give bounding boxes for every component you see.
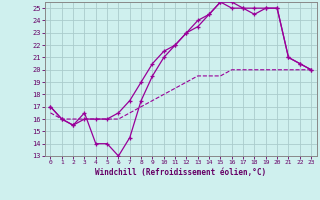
X-axis label: Windchill (Refroidissement éolien,°C): Windchill (Refroidissement éolien,°C) xyxy=(95,168,266,177)
